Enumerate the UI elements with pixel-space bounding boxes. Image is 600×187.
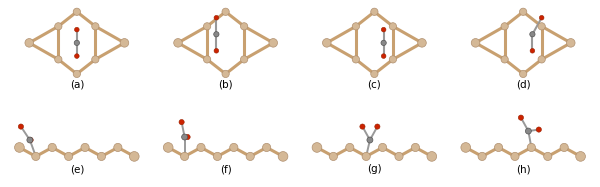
Circle shape <box>382 27 386 32</box>
Circle shape <box>197 143 205 152</box>
Circle shape <box>73 8 80 15</box>
Circle shape <box>222 8 229 15</box>
Circle shape <box>530 48 535 53</box>
Circle shape <box>427 152 437 161</box>
Circle shape <box>538 56 545 63</box>
Circle shape <box>230 143 238 152</box>
Circle shape <box>74 54 79 58</box>
Circle shape <box>418 39 426 47</box>
Text: (b): (b) <box>218 79 233 89</box>
Circle shape <box>501 23 508 30</box>
Circle shape <box>367 137 373 143</box>
Circle shape <box>214 32 219 37</box>
Circle shape <box>19 124 23 129</box>
Text: (f): (f) <box>220 164 232 174</box>
Circle shape <box>241 56 248 63</box>
Circle shape <box>346 143 354 152</box>
Circle shape <box>379 143 386 152</box>
Circle shape <box>371 8 378 15</box>
Circle shape <box>27 137 33 143</box>
Text: (a): (a) <box>70 79 84 89</box>
Circle shape <box>352 56 359 63</box>
Circle shape <box>411 143 419 152</box>
Circle shape <box>81 143 89 152</box>
Circle shape <box>65 152 73 160</box>
Circle shape <box>28 137 33 143</box>
Text: (c): (c) <box>368 79 381 89</box>
Circle shape <box>185 134 190 140</box>
Circle shape <box>478 152 486 160</box>
Circle shape <box>312 143 322 152</box>
Circle shape <box>539 15 544 20</box>
Circle shape <box>203 56 211 63</box>
Circle shape <box>14 143 24 152</box>
Circle shape <box>520 70 527 78</box>
Circle shape <box>518 115 524 120</box>
Circle shape <box>538 23 545 30</box>
Text: (h): (h) <box>516 164 530 174</box>
Circle shape <box>471 39 480 47</box>
Circle shape <box>395 152 403 160</box>
Text: (e): (e) <box>70 164 84 174</box>
Circle shape <box>174 39 182 47</box>
Circle shape <box>55 56 62 63</box>
Circle shape <box>92 56 99 63</box>
Circle shape <box>536 127 541 132</box>
Circle shape <box>269 39 278 47</box>
Circle shape <box>246 152 254 160</box>
Circle shape <box>530 32 535 37</box>
Circle shape <box>214 15 218 20</box>
Circle shape <box>114 143 122 152</box>
Circle shape <box>182 134 188 140</box>
Circle shape <box>214 48 218 53</box>
Circle shape <box>74 27 79 32</box>
Circle shape <box>360 124 365 129</box>
Circle shape <box>130 152 139 161</box>
Circle shape <box>381 40 386 45</box>
Circle shape <box>461 143 470 152</box>
Circle shape <box>560 143 568 152</box>
Circle shape <box>120 39 129 47</box>
Circle shape <box>520 8 527 15</box>
Circle shape <box>73 70 80 78</box>
Circle shape <box>32 152 40 160</box>
Circle shape <box>179 119 184 125</box>
Circle shape <box>74 40 79 45</box>
Circle shape <box>382 54 386 58</box>
Circle shape <box>222 70 229 78</box>
Circle shape <box>352 23 359 30</box>
Circle shape <box>576 152 586 161</box>
Circle shape <box>526 128 532 134</box>
Circle shape <box>25 39 34 47</box>
Circle shape <box>97 152 106 160</box>
Circle shape <box>527 143 535 152</box>
Circle shape <box>92 23 99 30</box>
Circle shape <box>329 152 337 160</box>
Circle shape <box>263 143 271 152</box>
Circle shape <box>55 23 62 30</box>
Text: (d): (d) <box>516 79 530 89</box>
Text: (g): (g) <box>367 164 382 174</box>
Circle shape <box>371 70 378 78</box>
Circle shape <box>389 56 397 63</box>
Circle shape <box>181 152 189 160</box>
Circle shape <box>322 39 331 47</box>
Circle shape <box>389 23 397 30</box>
Circle shape <box>241 23 248 30</box>
Circle shape <box>214 152 221 160</box>
Circle shape <box>566 39 575 47</box>
Circle shape <box>511 152 519 160</box>
Circle shape <box>163 143 173 152</box>
Circle shape <box>494 143 503 152</box>
Circle shape <box>544 152 552 160</box>
Circle shape <box>501 56 508 63</box>
Circle shape <box>362 152 370 160</box>
Circle shape <box>278 152 288 161</box>
Circle shape <box>48 143 56 152</box>
Circle shape <box>375 124 380 129</box>
Circle shape <box>203 23 211 30</box>
